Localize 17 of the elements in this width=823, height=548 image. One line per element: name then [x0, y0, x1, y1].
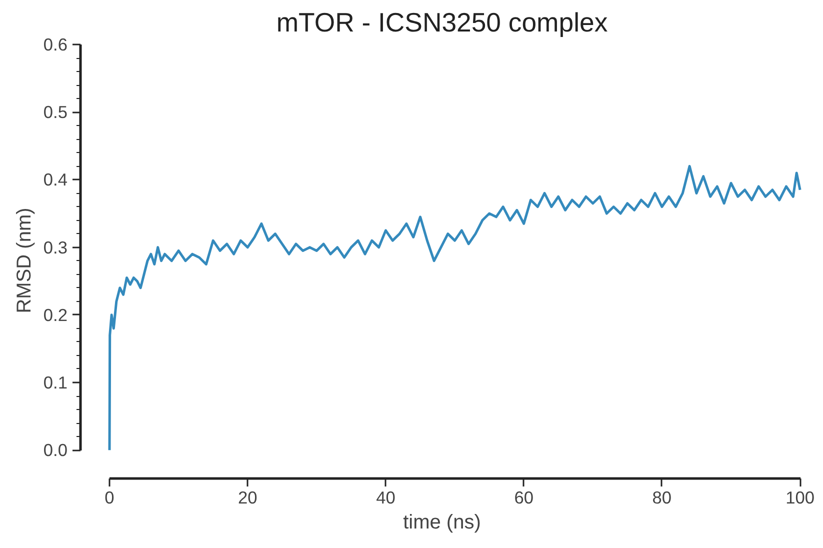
line-series — [108, 164, 802, 452]
y-tick-label: 0.3 — [43, 237, 68, 258]
y-tick-label: 0.5 — [43, 102, 68, 122]
x-tick-label: 20 — [238, 488, 258, 508]
x-tick-label: 0 — [104, 488, 114, 508]
x-axis-title: time (ns) — [403, 512, 481, 534]
x-tick-label: 100 — [786, 488, 815, 508]
chart-title: mTOR - ICSN3250 complex — [276, 8, 608, 38]
y-tick-label: 0.4 — [43, 170, 68, 190]
x-tick-label: 40 — [376, 488, 396, 508]
y-tick-label: 0.1 — [43, 372, 68, 393]
x-tick-label: 60 — [514, 488, 534, 508]
x-tick-label: 80 — [652, 488, 672, 508]
y-tick-label: 0.6 — [43, 34, 68, 55]
y-tick-label: 0.2 — [43, 304, 68, 325]
y-tick-label: 0.0 — [43, 440, 68, 460]
y-axis-title: RMSD (nm) — [13, 208, 36, 314]
